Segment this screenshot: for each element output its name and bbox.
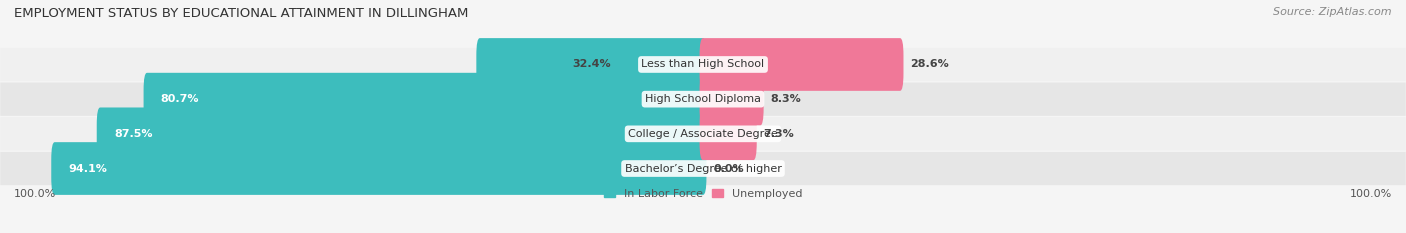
- FancyBboxPatch shape: [0, 152, 1406, 185]
- Text: 94.1%: 94.1%: [69, 164, 107, 174]
- FancyBboxPatch shape: [0, 48, 1406, 81]
- Text: 32.4%: 32.4%: [572, 59, 610, 69]
- FancyBboxPatch shape: [700, 38, 904, 91]
- Text: Less than High School: Less than High School: [641, 59, 765, 69]
- Text: Source: ZipAtlas.com: Source: ZipAtlas.com: [1274, 7, 1392, 17]
- Text: 28.6%: 28.6%: [910, 59, 949, 69]
- FancyBboxPatch shape: [97, 107, 706, 160]
- Text: 0.0%: 0.0%: [713, 164, 744, 174]
- Legend: In Labor Force, Unemployed: In Labor Force, Unemployed: [599, 184, 807, 203]
- Text: 100.0%: 100.0%: [1350, 189, 1392, 199]
- FancyBboxPatch shape: [700, 107, 756, 160]
- Text: 8.3%: 8.3%: [770, 94, 801, 104]
- FancyBboxPatch shape: [51, 142, 706, 195]
- Text: 7.3%: 7.3%: [763, 129, 794, 139]
- FancyBboxPatch shape: [477, 38, 706, 91]
- Text: 87.5%: 87.5%: [114, 129, 152, 139]
- Text: EMPLOYMENT STATUS BY EDUCATIONAL ATTAINMENT IN DILLINGHAM: EMPLOYMENT STATUS BY EDUCATIONAL ATTAINM…: [14, 7, 468, 20]
- Text: Bachelor’s Degree or higher: Bachelor’s Degree or higher: [624, 164, 782, 174]
- Text: High School Diploma: High School Diploma: [645, 94, 761, 104]
- FancyBboxPatch shape: [700, 73, 763, 126]
- Text: College / Associate Degree: College / Associate Degree: [628, 129, 778, 139]
- FancyBboxPatch shape: [0, 82, 1406, 116]
- FancyBboxPatch shape: [0, 117, 1406, 151]
- FancyBboxPatch shape: [143, 73, 706, 126]
- Text: 80.7%: 80.7%: [160, 94, 200, 104]
- Text: 100.0%: 100.0%: [14, 189, 56, 199]
